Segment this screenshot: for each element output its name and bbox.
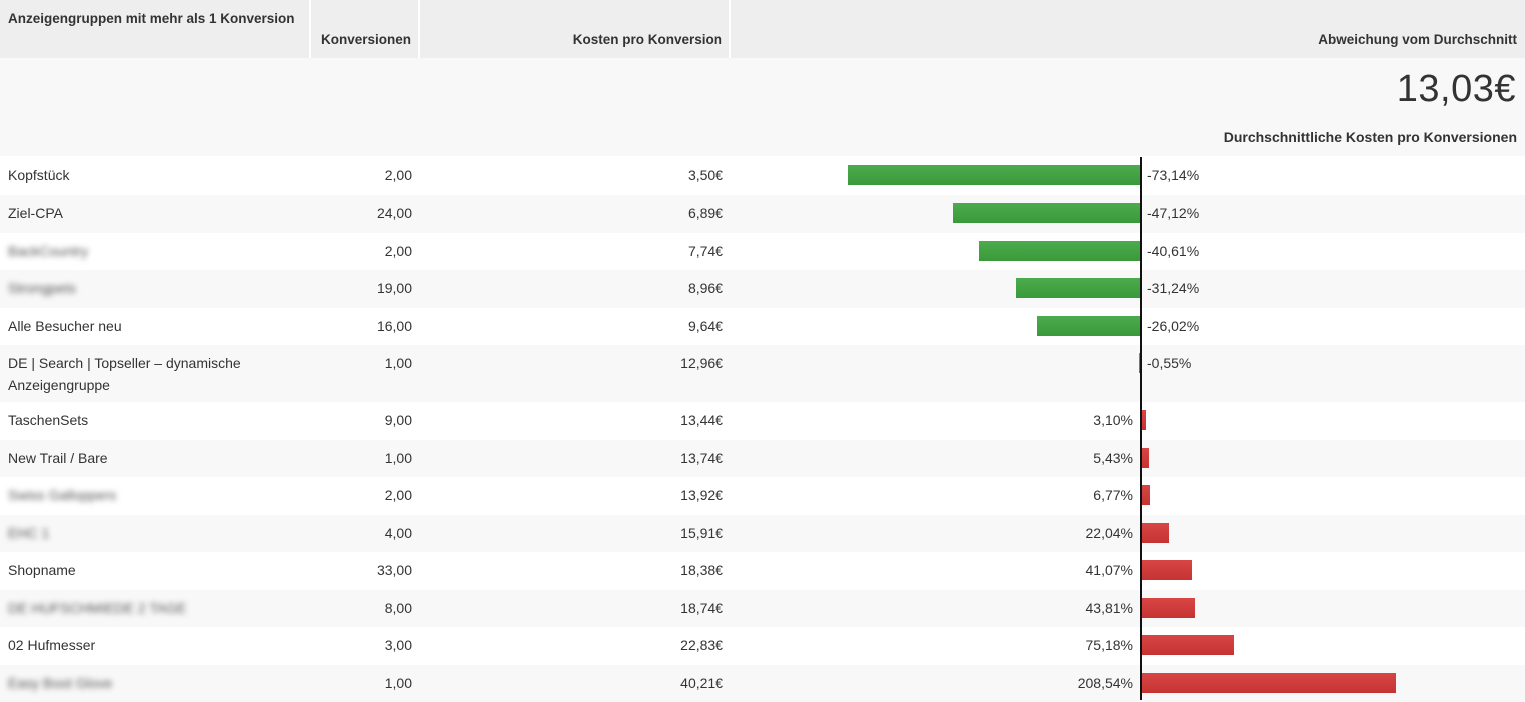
ad-group-name: BackCountry [8, 233, 298, 262]
conversions-value: 1,00 [311, 345, 412, 374]
cost-per-conversion-value: 6,89€ [420, 195, 723, 224]
deviation-label: 5,43% [1093, 447, 1133, 469]
average-cost-label: Durchschnittliche Kosten pro Konversione… [1224, 129, 1517, 145]
cost-per-conversion-value: 13,92€ [420, 477, 723, 506]
deviation-label: 75,18% [1086, 634, 1133, 656]
deviation-label: 22,04% [1086, 522, 1133, 544]
summary-panel: 13,03€ Durchschnittliche Kosten pro Konv… [0, 58, 1525, 156]
ad-group-name: Easy Boot Glove [8, 665, 298, 694]
table-row[interactable]: 02 Hufmesser 3,00 22,83€ 75,18% [0, 627, 1525, 665]
deviation-label: -73,14% [1147, 164, 1199, 186]
ad-group-name: Strongpets [8, 270, 298, 299]
conversions-value: 9,00 [311, 402, 412, 431]
ad-group-name: New Trail / Bare [8, 440, 298, 469]
table-row[interactable]: Swiss Galloppers 2,00 13,92€ 6,77% [0, 477, 1525, 515]
ad-group-name: TaschenSets [8, 402, 298, 431]
deviation-label: 6,77% [1093, 484, 1133, 506]
table-row[interactable]: Shopname 33,00 18,38€ 41,07% [0, 552, 1525, 590]
ad-group-name: 02 Hufmesser [8, 627, 298, 656]
ad-group-name: Shopname [8, 552, 298, 581]
zero-axis-line [1140, 157, 1142, 700]
deviation-label: 43,81% [1086, 597, 1133, 619]
average-cost-value: 13,03€ [1397, 68, 1516, 111]
deviation-bar [1142, 635, 1234, 655]
table-row[interactable]: BackCountry 2,00 7,74€ -40,61% [0, 233, 1525, 271]
cost-per-conversion-value: 40,21€ [420, 665, 723, 694]
table-row[interactable]: Kopfstück 2,00 3,50€ -73,14% [0, 157, 1525, 195]
conversions-value: 19,00 [311, 270, 412, 299]
conversions-value: 2,00 [311, 477, 412, 506]
deviation-bar [979, 241, 1141, 261]
deviation-label: -40,61% [1147, 240, 1199, 262]
deviation-bar [848, 165, 1141, 185]
deviation-label: 208,54% [1078, 672, 1133, 694]
ad-group-name: Ziel-CPA [8, 195, 298, 224]
cost-per-conversion-value: 7,74€ [420, 233, 723, 262]
table-row[interactable]: EHC 1 4,00 15,91€ 22,04% [0, 515, 1525, 553]
conversions-value: 1,00 [311, 440, 412, 469]
deviation-bar [1142, 598, 1195, 618]
table-row[interactable]: Alle Besucher neu 16,00 9,64€ -26,02% [0, 308, 1525, 346]
cost-per-conversion-value: 15,91€ [420, 515, 723, 544]
deviation-label: -31,24% [1147, 277, 1199, 299]
ad-group-name: EHC 1 [8, 515, 298, 544]
table-row[interactable]: TaschenSets 9,00 13,44€ 3,10% [0, 402, 1525, 440]
deviation-label: -47,12% [1147, 202, 1199, 224]
deviation-bar [1037, 316, 1141, 336]
table-row[interactable]: DE | Search | Topseller – dynamische Anz… [0, 345, 1525, 402]
cost-per-conversion-value: 18,74€ [420, 590, 723, 619]
conversions-value: 8,00 [311, 590, 412, 619]
deviation-bar [1142, 523, 1169, 543]
ad-group-name: Alle Besucher neu [8, 308, 298, 337]
deviation-bar [1142, 560, 1192, 580]
cost-per-conversion-value: 13,74€ [420, 440, 723, 469]
conversions-value: 4,00 [311, 515, 412, 544]
table-row[interactable]: DE HUFSCHMIEDE 2 TAGE 8,00 18,74€ 43,81% [0, 590, 1525, 628]
column-header-ad-groups[interactable]: Anzeigengruppen mit mehr als 1 Konversio… [0, 0, 309, 58]
cost-per-conversion-value: 12,96€ [420, 345, 723, 374]
deviation-bar [1142, 673, 1396, 693]
table-row[interactable]: New Trail / Bare 1,00 13,74€ 5,43% [0, 440, 1525, 478]
deviation-bar [1142, 410, 1146, 430]
cost-per-conversion-value: 22,83€ [420, 627, 723, 656]
deviation-bar [953, 203, 1141, 223]
deviation-label: -0,55% [1147, 352, 1191, 374]
deviation-bar [1142, 485, 1150, 505]
deviation-bar [1016, 278, 1141, 298]
deviation-bar [1142, 448, 1149, 468]
ad-group-name: DE | Search | Topseller – dynamische Anz… [8, 345, 298, 396]
table-row[interactable]: Easy Boot Glove 1,00 40,21€ 208,54% [0, 665, 1525, 702]
deviation-label: 3,10% [1093, 409, 1133, 431]
table-row[interactable]: Ziel-CPA 24,00 6,89€ -47,12% [0, 195, 1525, 233]
conversions-value: 3,00 [311, 627, 412, 656]
column-header-conversions[interactable]: Konversionen [311, 0, 418, 58]
deviation-label: -26,02% [1147, 315, 1199, 337]
ad-group-name: Kopfstück [8, 157, 298, 186]
cost-per-conversion-value: 8,96€ [420, 270, 723, 299]
cost-per-conversion-value: 9,64€ [420, 308, 723, 337]
column-header-deviation[interactable]: Abweichung vom Durchschnitt [731, 0, 1525, 58]
cost-per-conversion-value: 13,44€ [420, 402, 723, 431]
table-row[interactable]: Strongpets 19,00 8,96€ -31,24% [0, 270, 1525, 308]
conversions-value: 2,00 [311, 157, 412, 186]
ad-group-name: DE HUFSCHMIEDE 2 TAGE [8, 590, 298, 619]
deviation-label: 41,07% [1086, 559, 1133, 581]
ad-group-name: Swiss Galloppers [8, 477, 298, 506]
conversions-value: 1,00 [311, 665, 412, 694]
conversions-value: 16,00 [311, 308, 412, 337]
conversions-value: 2,00 [311, 233, 412, 262]
conversions-value: 24,00 [311, 195, 412, 224]
column-header-cost-per-conversion[interactable]: Kosten pro Konversion [420, 0, 729, 58]
cost-per-conversion-value: 3,50€ [420, 157, 723, 186]
cost-per-conversion-value: 18,38€ [420, 552, 723, 581]
conversions-value: 33,00 [311, 552, 412, 581]
